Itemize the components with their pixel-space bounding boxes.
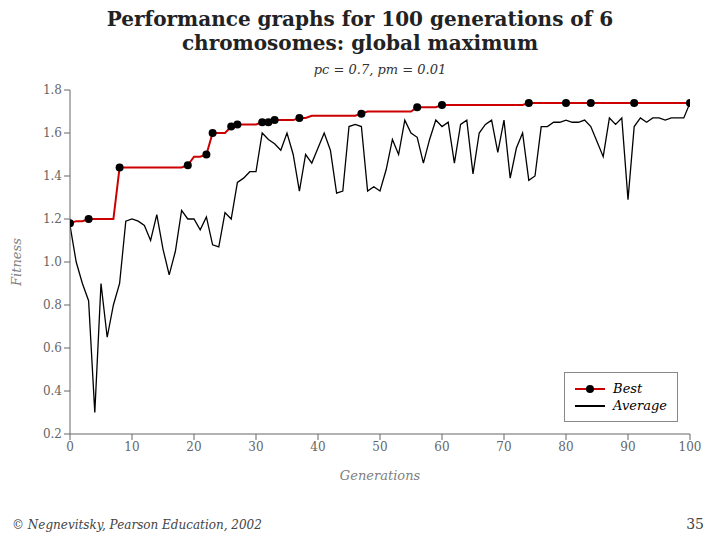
svg-text:0: 0 [66, 440, 74, 454]
html-text:pc = 0.7, pm = 0.01: pc = 0.7, pm = 0.01 [313, 62, 447, 77]
svg-text:20: 20 [186, 440, 201, 454]
svg-text:Generations: Generations [340, 468, 421, 483]
svg-text:Fitness: Fitness [9, 238, 24, 287]
svg-text:0.8: 0.8 [43, 298, 62, 312]
svg-text:100: 100 [679, 440, 702, 454]
html-text:35: 35 [686, 516, 704, 532]
svg-text:70: 70 [496, 440, 511, 454]
svg-text:10: 10 [124, 440, 139, 454]
svg-text:0.2: 0.2 [43, 427, 62, 441]
svg-text:1.4: 1.4 [43, 169, 62, 183]
svg-text:1.6: 1.6 [43, 126, 62, 140]
svg-text:1.8: 1.8 [43, 83, 62, 97]
svg-text:0.4: 0.4 [43, 384, 62, 398]
html-text:© Negnevitsky, Pearson Educati: © Negnevitsky, Pearson Education, 2002 [12, 518, 262, 532]
html-text:Performance graphs for 100 gen: Performance graphs for 100 generations o… [106, 7, 614, 31]
svg-text:30: 30 [248, 440, 263, 454]
svg-text:60: 60 [434, 440, 449, 454]
svg-text:90: 90 [620, 440, 635, 454]
html-text:chromosomes: global maximum: chromosomes: global maximum [181, 31, 539, 55]
svg-text:50: 50 [372, 440, 387, 454]
svg-text:1.2: 1.2 [43, 212, 62, 226]
svg-text:40: 40 [310, 440, 325, 454]
html-text:Average: Average [613, 398, 667, 413]
html-text:Best: Best [613, 381, 643, 396]
svg-text:1.0: 1.0 [43, 255, 62, 269]
svg-text:80: 80 [558, 440, 573, 454]
svg-text:0.6: 0.6 [43, 341, 62, 355]
